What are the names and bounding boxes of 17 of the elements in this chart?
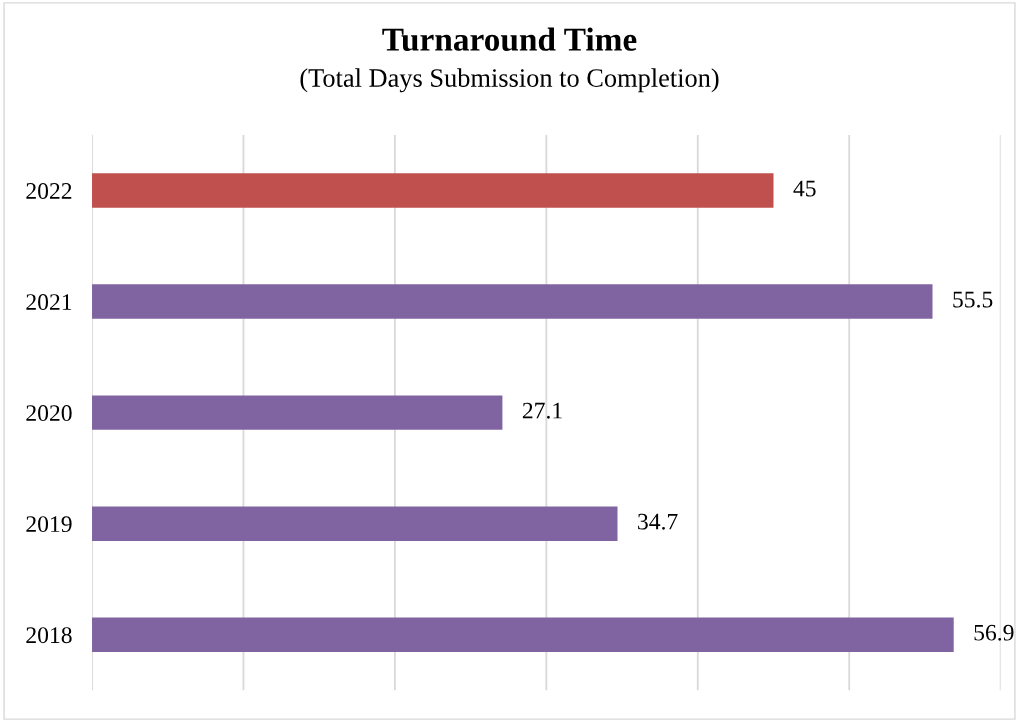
bar: [92, 506, 618, 541]
y-tick-label: 2022: [26, 183, 72, 199]
y-tick-label: 2021: [26, 294, 72, 310]
bar: [92, 617, 954, 652]
data-label: 56.9: [974, 624, 1014, 641]
y-tick-label: 2020: [26, 405, 72, 422]
data-label: 55.5: [953, 291, 993, 308]
chart-subtitle: (Total Days Submission to Completion): [300, 68, 719, 93]
bar: [92, 284, 933, 319]
data-label: 34.7: [638, 513, 678, 530]
data-label: 45: [793, 180, 816, 197]
bar: [92, 395, 503, 430]
bar: [92, 173, 774, 208]
data-label: 27.1: [522, 402, 562, 419]
chart-title: Turnaround Time: [382, 27, 637, 51]
y-tick-label: 2019: [26, 516, 72, 533]
y-tick-label: 2018: [26, 627, 72, 644]
